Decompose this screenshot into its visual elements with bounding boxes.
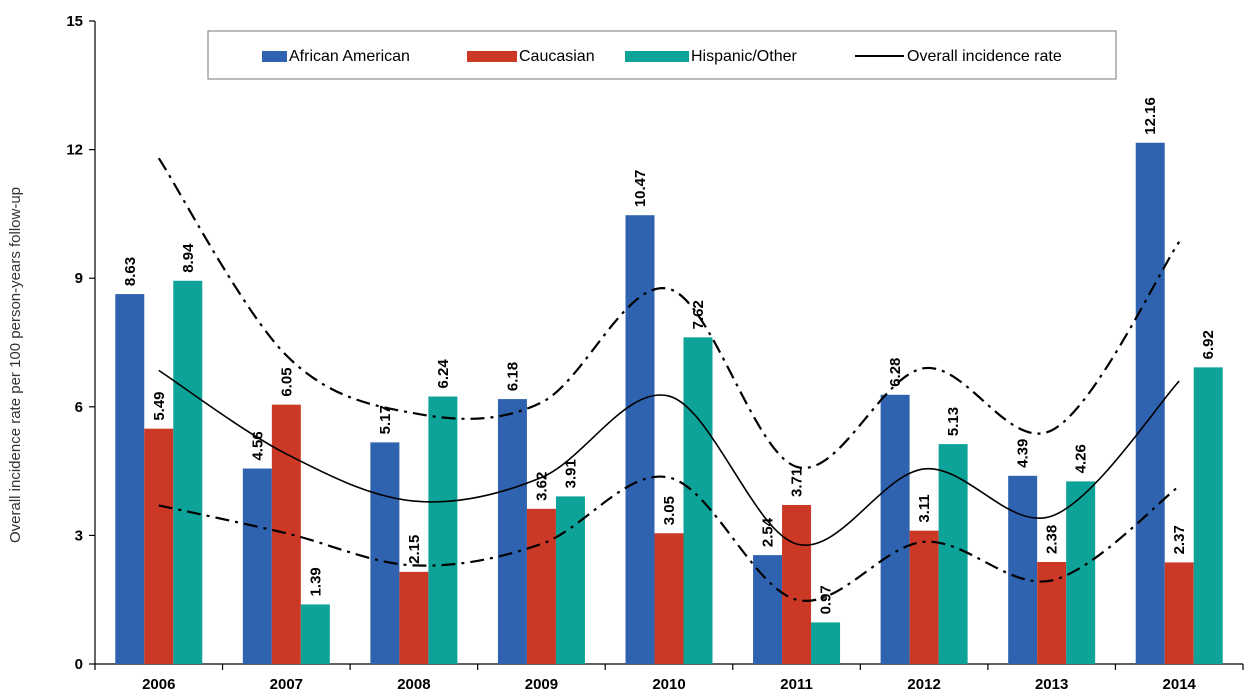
bar-caucasian-2009 — [526, 508, 556, 664]
data-label-hispanic-other-2010: 7.62 — [690, 300, 707, 329]
y-tick-label: 12 — [66, 142, 83, 159]
data-label-hispanic-other-2014: 6.92 — [1200, 330, 1217, 359]
legend-swatch-caucasian — [467, 51, 517, 62]
data-label-caucasian-2009: 3.62 — [533, 472, 550, 501]
bar-hispanic-other-2008 — [428, 396, 458, 664]
lower-ci-line — [158, 475, 1180, 602]
y-tick-label: 15 — [66, 13, 83, 30]
bar-hispanic-other-2006 — [173, 280, 203, 664]
bar-caucasian-2012 — [909, 530, 939, 664]
y-tick-label: 0 — [75, 656, 83, 673]
overall-incidence-line — [158, 369, 1180, 546]
y-axis-label: Overall incidence rate per 100 person-ye… — [7, 187, 24, 543]
bar-caucasian-2013 — [1037, 561, 1067, 664]
data-label-african-american-2012: 6.28 — [887, 358, 904, 387]
upper-ci-line — [157, 157, 1181, 470]
data-label-hispanic-other-2009: 3.91 — [562, 459, 579, 488]
bar-hispanic-other-2014 — [1193, 367, 1223, 664]
data-label-hispanic-other-2011: 0.97 — [818, 585, 835, 614]
legend: African American Caucasian Hispanic/Othe… — [207, 30, 1117, 80]
bar-african-american-2007 — [242, 468, 272, 664]
data-label-hispanic-other-2007: 1.39 — [307, 567, 324, 596]
bar-african-american-2006 — [115, 294, 145, 664]
x-tick-label: 2013 — [1035, 676, 1068, 693]
x-tick-label: 2011 — [780, 676, 813, 693]
data-label-hispanic-other-2013: 4.26 — [1073, 444, 1090, 473]
bar-african-american-2014 — [1135, 142, 1165, 664]
data-label-caucasian-2008: 2.15 — [406, 535, 423, 564]
bar-hispanic-other-2010 — [683, 337, 713, 664]
legend-swatch-african-american — [262, 51, 287, 62]
data-labels: 8.63 4.56 5.17 6.18 10.47 2.54 6.28 4.39 12.16 5.… — [122, 97, 1217, 614]
bar-hispanic-other-2007 — [300, 604, 330, 664]
x-tick-label: 2006 — [142, 676, 175, 693]
bar-caucasian-2007 — [271, 404, 301, 664]
data-label-caucasian-2006: 5.49 — [151, 391, 168, 420]
trend-lines — [157, 157, 1181, 602]
bar-hispanic-other-2012 — [938, 444, 968, 664]
bar-african-american-2013 — [1008, 475, 1038, 664]
x-tick-label: 2012 — [907, 676, 940, 693]
bar-caucasian-2010 — [654, 533, 684, 664]
x-tick-label: 2014 — [1163, 676, 1197, 693]
legend-label-caucasian: Caucasian — [519, 48, 595, 65]
data-label-african-american-2010: 10.47 — [632, 170, 649, 208]
y-tick-label: 9 — [75, 270, 83, 287]
legend-label-overall-rate: Overall incidence rate — [907, 48, 1062, 65]
data-label-hispanic-other-2012: 5.13 — [945, 407, 962, 436]
bar-caucasian-2014 — [1164, 562, 1194, 664]
bar-hispanic-other-2009 — [555, 496, 585, 664]
legend-label-african-american: African American — [289, 48, 410, 65]
bar-caucasian-2008 — [399, 571, 429, 664]
bar-african-american-2008 — [370, 442, 400, 664]
y-tick-label: 3 — [75, 527, 83, 544]
data-label-caucasian-2012: 3.11 — [916, 494, 933, 522]
bar-hispanic-other-2011 — [811, 622, 841, 664]
data-label-african-american-2011: 2.54 — [760, 517, 777, 547]
data-label-hispanic-other-2008: 6.24 — [435, 359, 452, 389]
x-tick-label: 2009 — [525, 676, 558, 693]
data-label-caucasian-2007: 6.05 — [278, 367, 295, 396]
legend-swatch-hispanic-other — [625, 51, 689, 62]
data-label-african-american-2008: 5.17 — [377, 405, 394, 434]
x-tick-label: 2008 — [397, 676, 430, 693]
data-label-caucasian-2011: 3.71 — [789, 468, 806, 497]
data-label-african-american-2009: 6.18 — [504, 362, 521, 391]
data-label-caucasian-2013: 2.38 — [1044, 525, 1061, 554]
bar-african-american-2012 — [880, 394, 910, 664]
data-label-caucasian-2010: 3.05 — [661, 496, 678, 525]
bar-african-american-2010 — [625, 215, 655, 664]
data-label-african-american-2006: 8.63 — [122, 257, 139, 286]
data-label-african-american-2014: 12.16 — [1142, 97, 1159, 135]
legend-label-hispanic-other: Hispanic/Other — [691, 48, 797, 65]
x-tick-label: 2010 — [652, 676, 685, 693]
bar-caucasian-2006 — [144, 428, 174, 664]
bar-african-american-2011 — [753, 555, 783, 664]
data-label-african-american-2007: 4.56 — [249, 431, 266, 460]
data-label-caucasian-2014: 2.37 — [1171, 525, 1188, 554]
bars — [115, 142, 1223, 664]
data-label-hispanic-other-2006: 8.94 — [180, 243, 197, 273]
bar-african-american-2009 — [497, 399, 527, 664]
x-tick-label: 2007 — [270, 676, 303, 693]
bar-caucasian-2011 — [782, 504, 812, 664]
y-tick-label: 6 — [75, 399, 83, 416]
data-label-african-american-2013: 4.39 — [1015, 439, 1032, 468]
